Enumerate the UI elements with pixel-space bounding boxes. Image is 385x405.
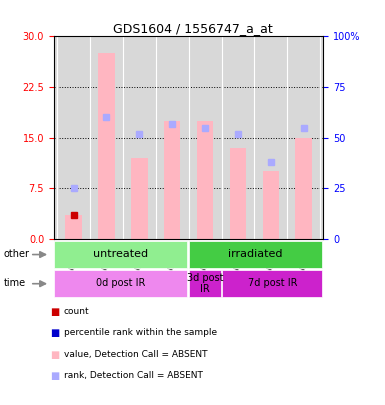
Text: count: count [64,307,89,316]
Text: ■: ■ [50,371,59,381]
Text: time: time [4,279,26,288]
Bar [131,158,147,239]
Bar [164,121,181,239]
Bar [98,53,115,239]
Text: other: other [4,249,30,259]
Text: 0d post IR: 0d post IR [96,279,146,288]
Bar [197,121,213,239]
Text: GDS1604 / 1556747_a_at: GDS1604 / 1556747_a_at [113,22,272,35]
Text: rank, Detection Call = ABSENT: rank, Detection Call = ABSENT [64,371,203,379]
Text: 7d post IR: 7d post IR [248,279,297,288]
Bar [65,215,82,239]
Bar [263,171,279,239]
Text: ■: ■ [50,307,59,318]
Text: irradiated: irradiated [228,249,283,259]
Text: ■: ■ [50,350,59,360]
Bar [295,138,312,239]
Bar [230,148,246,239]
Text: 3d post
IR: 3d post IR [187,273,223,294]
Text: value, Detection Call = ABSENT: value, Detection Call = ABSENT [64,350,207,358]
Text: percentile rank within the sample: percentile rank within the sample [64,328,217,337]
Text: ■: ■ [50,328,59,339]
Text: untreated: untreated [93,249,148,259]
